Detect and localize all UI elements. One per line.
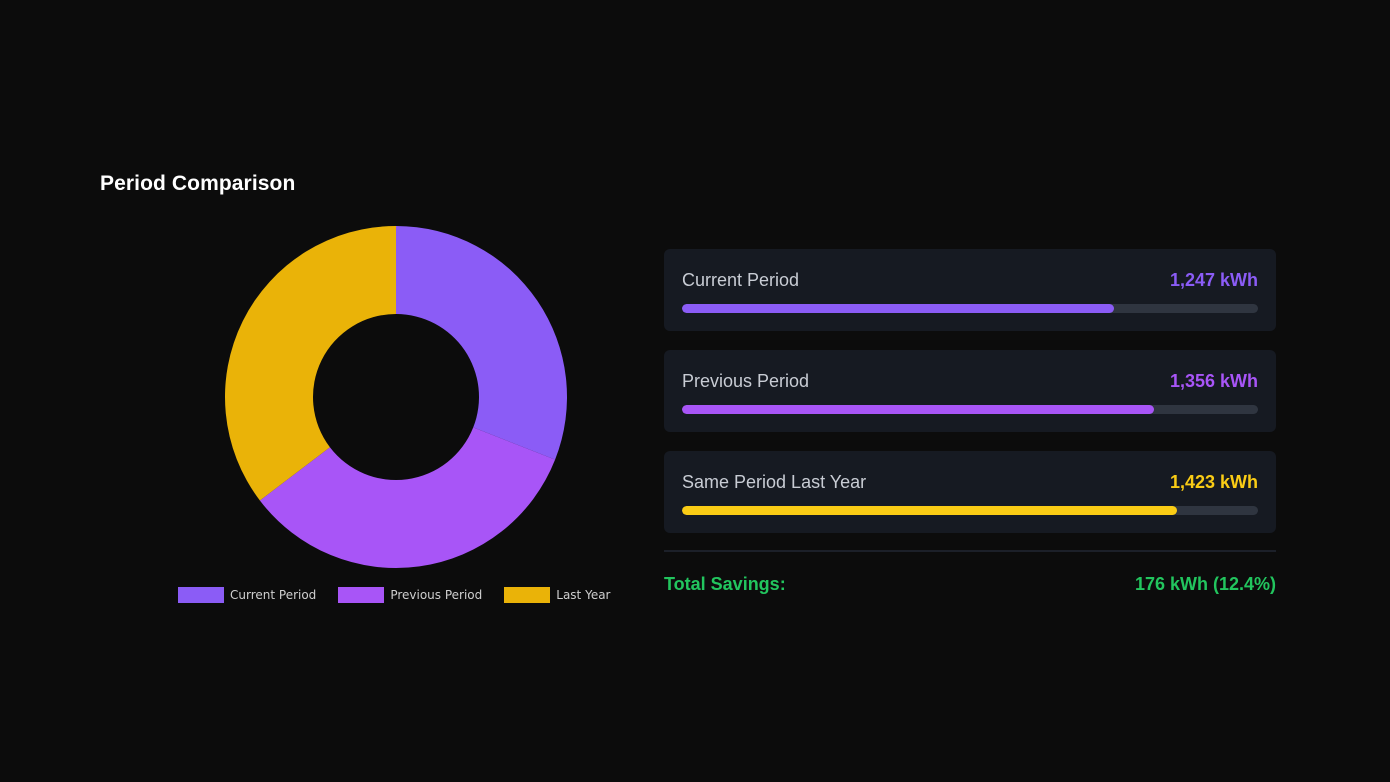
card-value: 1,247 kWh: [1169, 270, 1258, 290]
donut-slice-previous[interactable]: [259, 427, 556, 568]
progress-track: [682, 506, 1258, 515]
total-savings-value: 176 kWh (12.4%): [1134, 574, 1276, 594]
card-value: 1,356 kWh: [1169, 371, 1258, 391]
comparison-card-current: Current Period 1,247 kWh: [664, 249, 1276, 331]
progress-fill: [682, 405, 1155, 414]
legend-swatch-current: [178, 587, 224, 603]
card-label: Current Period: [682, 270, 800, 290]
progress-track: [682, 304, 1258, 313]
legend-swatch-previous: [338, 587, 385, 603]
legend-item-previous[interactable]: Previous Period: [338, 587, 482, 603]
legend-swatch-last-year: [504, 587, 551, 603]
progress-track: [682, 405, 1258, 414]
progress-fill: [682, 506, 1178, 515]
donut-slice-current[interactable]: [396, 226, 567, 460]
legend-item-last-year[interactable]: Last Year: [504, 587, 610, 603]
card-value: 1,423 kWh: [1169, 472, 1258, 492]
legend-label-current: Current Period: [230, 588, 317, 602]
divider: [664, 550, 1276, 552]
comparison-card-previous: Previous Period 1,356 kWh: [664, 350, 1276, 432]
comparison-card-last-year: Same Period Last Year 1,423 kWh: [664, 451, 1276, 533]
donut-slice-last-year[interactable]: [224, 226, 396, 501]
chart-title: Period Comparison: [100, 172, 296, 195]
legend-label-last-year: Last Year: [556, 588, 611, 602]
progress-fill: [682, 304, 1114, 313]
total-savings-label: Total Savings:: [664, 574, 786, 594]
legend-label-previous: Previous Period: [390, 588, 483, 602]
chart-legend: Current Period Previous Period Last Year: [178, 587, 632, 603]
card-label: Same Period Last Year: [682, 472, 867, 492]
legend-item-current[interactable]: Current Period: [178, 587, 316, 603]
comparison-cards: Current Period 1,247 kWh Previous Period…: [664, 249, 1276, 552]
card-label: Previous Period: [682, 371, 810, 391]
